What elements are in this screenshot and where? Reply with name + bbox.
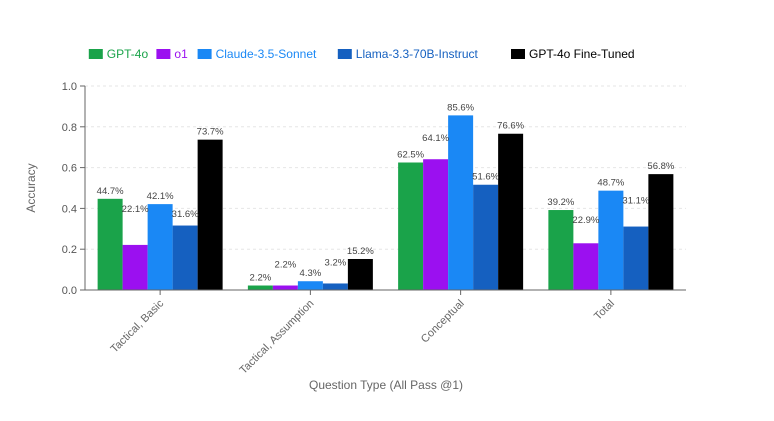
x-tick-label: Conceptual (419, 298, 467, 346)
data-label: 44.7% (97, 186, 124, 197)
y-axis-title: Accuracy (24, 163, 38, 212)
data-label: 22.1% (122, 204, 149, 215)
data-label: 85.6% (447, 102, 474, 113)
bar (122, 244, 148, 290)
y-tick-label: 0.4 (62, 203, 77, 215)
x-axis: Tactical, Basic Tactical, Assumption Conce… (85, 289, 686, 377)
x-tick-label: Total (592, 298, 617, 323)
bar (398, 162, 424, 290)
x-tick-label: Tactical, Assumption (238, 298, 317, 377)
legend-label: GPT-4o (107, 47, 149, 61)
legend-swatch (156, 49, 171, 59)
legend-label: Llama-3.3-70B-Instruct (356, 47, 479, 61)
x-tick-label: Tactical, Basic (108, 297, 166, 355)
y-tick-label: 0.6 (62, 163, 77, 175)
y-tick-label: 1.0 (62, 81, 77, 93)
bar (347, 258, 373, 290)
data-label: 22.9% (572, 215, 599, 226)
legend-label: o1 (174, 47, 188, 61)
legend-swatch (337, 49, 352, 59)
y-axis: 0.0 0.2 0.4 0.6 0.8 1.0 (62, 81, 86, 297)
data-label: 51.6% (472, 172, 499, 183)
legend-label: Claude-3.5-Sonnet (216, 47, 317, 61)
bar (423, 159, 449, 290)
data-label: 73.7% (197, 127, 224, 138)
bar (448, 115, 474, 290)
bars (97, 115, 674, 290)
data-label: 2.2% (250, 273, 272, 284)
bar (548, 210, 574, 290)
bar (97, 198, 123, 290)
bar (247, 285, 273, 290)
legend-swatch (197, 49, 212, 59)
bar (272, 285, 298, 290)
bar (147, 204, 173, 290)
y-tick-label: 0.2 (62, 244, 77, 256)
legend-swatch (511, 49, 525, 59)
bar (297, 281, 323, 290)
data-label: 15.2% (347, 246, 374, 257)
data-label: 31.6% (172, 209, 199, 220)
data-label: 31.1% (622, 196, 649, 207)
data-labels: 44.7%22.1%42.1%31.6%73.7%2.2%2.2%4.3%3.2… (97, 102, 675, 283)
data-label: 4.3% (300, 268, 322, 279)
bar (498, 133, 524, 290)
bar (623, 226, 649, 290)
data-label: 62.5% (397, 150, 424, 161)
bar (473, 184, 499, 290)
data-label: 42.1% (147, 191, 174, 202)
legend-swatch (88, 49, 103, 59)
y-tick-label: 0.8 (62, 122, 77, 134)
bar (598, 190, 624, 290)
x-axis-title: Question Type (All Pass @1) (309, 378, 463, 392)
data-label: 48.7% (597, 178, 624, 189)
legend: GPT-4o o1 Claude-3.5-Sonnet Llama-3.3-70B-I… (88, 47, 635, 61)
data-label: 3.2% (325, 257, 347, 268)
bar (573, 243, 599, 290)
data-label: 2.2% (275, 260, 297, 271)
data-label: 39.2% (547, 197, 574, 208)
legend-label: GPT-4o Fine-Tuned (529, 47, 635, 61)
bar (197, 139, 223, 290)
data-label: 64.1% (422, 133, 449, 144)
bar (322, 283, 348, 290)
bar (172, 225, 198, 290)
data-label: 76.6% (497, 121, 524, 132)
bar (648, 174, 674, 290)
data-label: 56.8% (647, 161, 674, 172)
y-tick-label: 0.0 (62, 285, 77, 297)
